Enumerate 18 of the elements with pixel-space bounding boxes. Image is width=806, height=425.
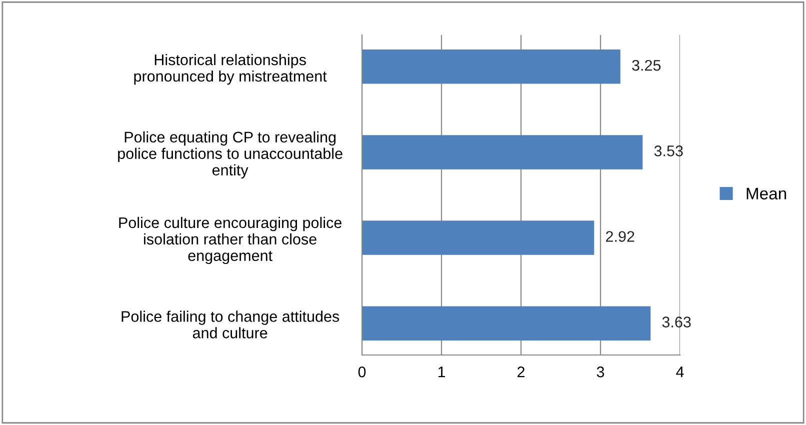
x-tick-label: 4 (676, 366, 684, 378)
x-tick-label: 2 (518, 366, 524, 378)
y-tick-label: Historical relationships pronounced by mistreatment (134, 54, 327, 85)
x-tick-label: 0 (358, 366, 366, 378)
data-label: 3.25 (632, 60, 661, 71)
legend-label: Mean (746, 188, 786, 200)
bar (362, 306, 651, 340)
x-tick-label: 1 (438, 366, 446, 378)
bar (362, 135, 643, 170)
x-tick-label: 3 (596, 366, 604, 378)
y-tick-label: Police failing to change attitudes and culture (122, 310, 340, 338)
data-label: 2.92 (606, 231, 634, 242)
bar (362, 220, 594, 255)
data-label: 3.63 (662, 316, 691, 328)
bar (362, 50, 620, 84)
y-tick-label: Police equating CP to revealing police functions to unaccountable entity (118, 131, 342, 178)
data-label: 3.53 (654, 146, 683, 156)
y-tick-label: Police culture encouraging police isolation rather than close engagement (119, 216, 342, 264)
